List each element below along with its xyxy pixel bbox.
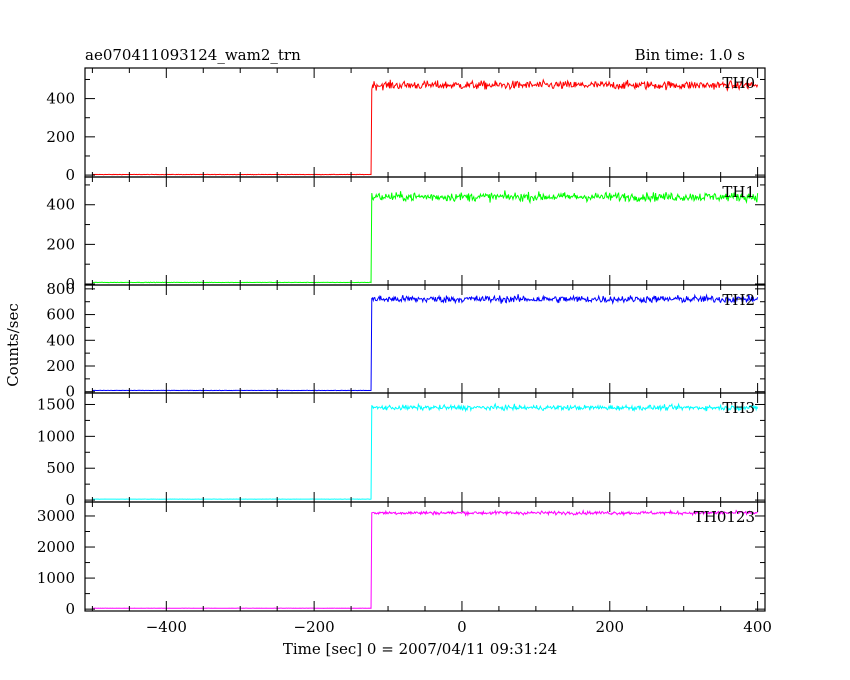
y-tick-label: 400 — [46, 196, 75, 214]
y-tick-label: 0 — [65, 491, 75, 509]
x-axis-label: Time [sec] 0 = 2007/04/11 09:31:24 — [283, 640, 557, 658]
panel-th3: 0 500 1000 1500 TH3 — [37, 392, 766, 509]
y-tick-label: 800 — [46, 280, 75, 298]
panel-th0: 0 200 400 TH0 — [46, 67, 766, 184]
series-line-th1 — [92, 190, 759, 284]
y-tick-label: 0 — [65, 166, 75, 184]
y-tick-label: 0 — [65, 383, 75, 401]
panels-group: 0 200 400 TH0 0 200 400 TH1 0 200 400 600 800 TH2 0 500… — [37, 67, 772, 636]
y-tick-label: 500 — [46, 459, 75, 477]
panel-th1: 0 200 400 TH1 — [46, 176, 766, 293]
series-line-th3 — [92, 402, 759, 500]
panel-th0123: 0 1000 2000 3000 TH0123 −400 −200 0 200 400 — [37, 501, 772, 636]
panel-frame — [84, 284, 766, 394]
y-tick-label: 1500 — [37, 395, 75, 413]
series-line-th2 — [92, 293, 759, 392]
y-tick-label: 1000 — [37, 427, 75, 445]
series-line-th0 — [92, 78, 759, 176]
y-axis-label: Counts/sec — [4, 303, 22, 387]
series-line-th0123 — [92, 509, 759, 609]
chart-title: ae070411093124_wam2_trn — [85, 46, 301, 64]
y-tick-label: 200 — [46, 357, 75, 375]
panel-frame — [84, 176, 766, 286]
bin-time-label: Bin time: 1.0 s — [635, 46, 745, 64]
panel-label-th1: TH1 — [722, 183, 755, 201]
y-tick-label: 200 — [46, 128, 75, 146]
panel-frame — [84, 501, 766, 612]
y-tick-label: 600 — [46, 306, 75, 324]
x-tick-label: −400 — [146, 618, 187, 636]
y-tick-label: 2000 — [37, 538, 75, 556]
panel-label-th3: TH3 — [722, 399, 755, 417]
x-tick-label: −200 — [294, 618, 335, 636]
x-tick-label: 0 — [457, 618, 467, 636]
y-tick-label: 1000 — [37, 569, 75, 587]
x-tick-label: 400 — [743, 618, 772, 636]
y-tick-label: 400 — [46, 331, 75, 349]
panel-th2: 0 200 400 600 800 TH2 — [46, 280, 766, 401]
panel-label-th0: TH0 — [722, 74, 755, 92]
y-tick-label: 3000 — [37, 507, 75, 525]
y-tick-label: 0 — [65, 275, 75, 293]
y-tick-label: 400 — [46, 90, 75, 108]
panel-label-th0123: TH0123 — [694, 508, 755, 526]
x-tick-label: 200 — [595, 618, 624, 636]
y-tick-label: 0 — [65, 600, 75, 618]
y-tick-label: 200 — [46, 235, 75, 253]
panel-frame — [84, 392, 766, 503]
panel-label-th2: TH2 — [722, 291, 755, 309]
